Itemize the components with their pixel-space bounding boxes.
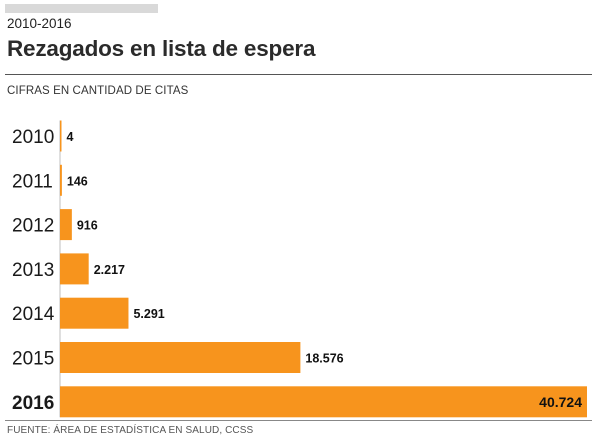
category-label-2011: 2011: [12, 171, 53, 192]
bar-2014: [60, 297, 129, 329]
category-label-2016: 2016: [12, 393, 54, 414]
category-label-2010: 2010: [12, 127, 54, 148]
source-divider: [5, 420, 592, 421]
value-label-2015: 18.576: [305, 352, 343, 366]
value-label-2014: 5.291: [133, 307, 164, 321]
bar-chart: 2010 4 2011 146 2012 916 2013 2.217 2014 5.291 201…: [12, 120, 587, 418]
source-note: FUENTE: ÁREA DE ESTADÍSTICA EN SALUD, CC…: [7, 425, 254, 436]
bar-2016: [60, 386, 587, 418]
bar-2011: [60, 164, 62, 196]
category-label-2012: 2012: [12, 216, 54, 237]
value-label-2016: 40.724: [539, 394, 582, 410]
page-title: Rezagados en lista de espera: [7, 36, 316, 61]
category-label-2013: 2013: [12, 260, 54, 281]
category-label-2015: 2015: [12, 349, 54, 370]
header-accent-bar: [5, 4, 158, 13]
period-label: 2010-2016: [7, 16, 72, 31]
title-divider: [5, 74, 592, 75]
value-label-2013: 2.217: [94, 263, 125, 277]
chart-subtitle: CIFRAS EN CANTIDAD DE CITAS: [7, 85, 189, 97]
value-label-2011: 146: [67, 174, 88, 188]
bar-2012: [60, 209, 72, 241]
value-label-2010: 4: [67, 130, 74, 144]
bar-2013: [60, 253, 89, 285]
bar-2010: [60, 120, 62, 152]
bar-2015: [60, 342, 301, 373]
category-label-2014: 2014: [12, 304, 55, 325]
value-label-2012: 916: [77, 219, 98, 233]
